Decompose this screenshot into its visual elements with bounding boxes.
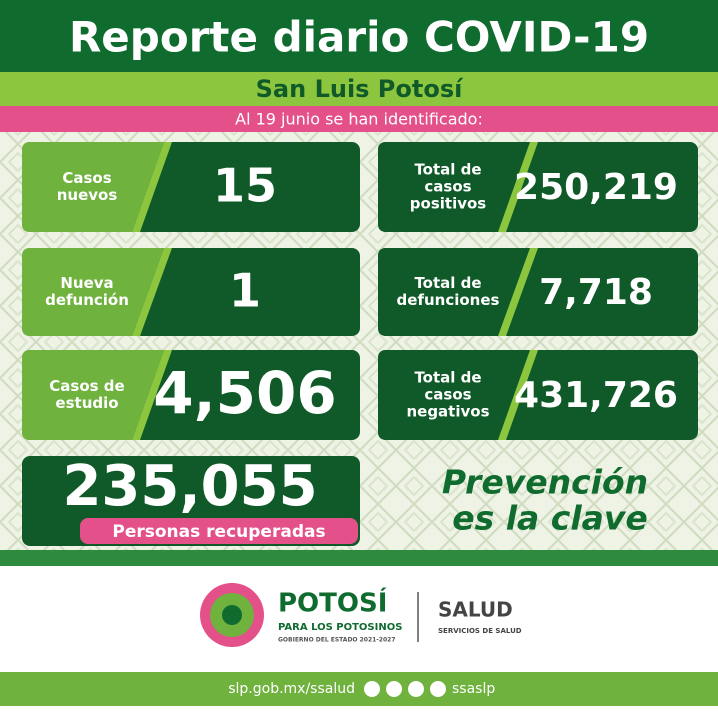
card-label-area (22, 248, 164, 336)
card-value: 250,219 (514, 167, 678, 208)
footer-band (0, 672, 718, 706)
card-label: Nueva (60, 274, 113, 292)
header-band (0, 0, 718, 72)
logo-emblem (200, 583, 264, 647)
card-value: 15 (213, 159, 277, 213)
card-label: positivos (410, 195, 487, 213)
date-band (0, 106, 718, 132)
card-label: defunción (45, 291, 129, 309)
card-label: Casos (62, 169, 111, 187)
card-label: Total de (414, 161, 481, 179)
card-label: nuevos (57, 186, 118, 204)
card-label: negativos (406, 403, 489, 421)
card-label-area (22, 142, 164, 232)
brand-gov: GOBIERNO DEL ESTADO 2021-2027 (278, 637, 396, 644)
card-value: 7,718 (539, 272, 653, 313)
card-label-area (22, 350, 164, 440)
card-label: casos (424, 386, 471, 404)
recovered-label: Personas recuperadas (112, 522, 325, 542)
card-stripe (498, 350, 538, 440)
card-stripe (132, 350, 172, 440)
url[interactable]: slp.gob.mx/ssalud (228, 681, 355, 697)
card-value: 1 (229, 264, 261, 318)
card-label: defunciones (397, 291, 500, 309)
green-strip (0, 550, 718, 566)
card-stripe (132, 248, 172, 336)
card-label: Total de (414, 369, 481, 387)
brand-sub: PARA LOS POTOSINOS (278, 622, 402, 633)
title: Reporte diario COVID-19 (69, 13, 649, 62)
recovered-value: 235,055 (62, 454, 317, 519)
card-label-area (378, 248, 530, 336)
card-label: estudio (55, 394, 118, 412)
dept: SALUD (438, 598, 513, 622)
date-line: Al 19 junio se han identificado: (235, 110, 483, 129)
slogan-line: es la clave (452, 499, 648, 538)
card-stripe (498, 248, 538, 336)
card-label: casos (424, 178, 471, 196)
slogan-line: Prevención (442, 463, 648, 502)
card-label-area (378, 350, 530, 440)
card-label: Total de (414, 274, 481, 292)
dept-sub: SERVICIOS DE SALUD (438, 627, 522, 635)
card-stripe (132, 142, 172, 232)
brand: POTOSÍ (278, 587, 387, 619)
card-stripe (498, 142, 538, 232)
card-value: 431,726 (514, 375, 678, 416)
card-value: 4,506 (153, 359, 336, 427)
card-label: Casos de (49, 377, 124, 395)
card-label-area (378, 142, 530, 232)
subtitle-band (0, 72, 718, 106)
handle[interactable]: ssaslp (452, 681, 495, 697)
subtitle: San Luis Potosí (256, 75, 464, 103)
recovered-pill (80, 518, 358, 544)
social-icons (364, 681, 446, 697)
